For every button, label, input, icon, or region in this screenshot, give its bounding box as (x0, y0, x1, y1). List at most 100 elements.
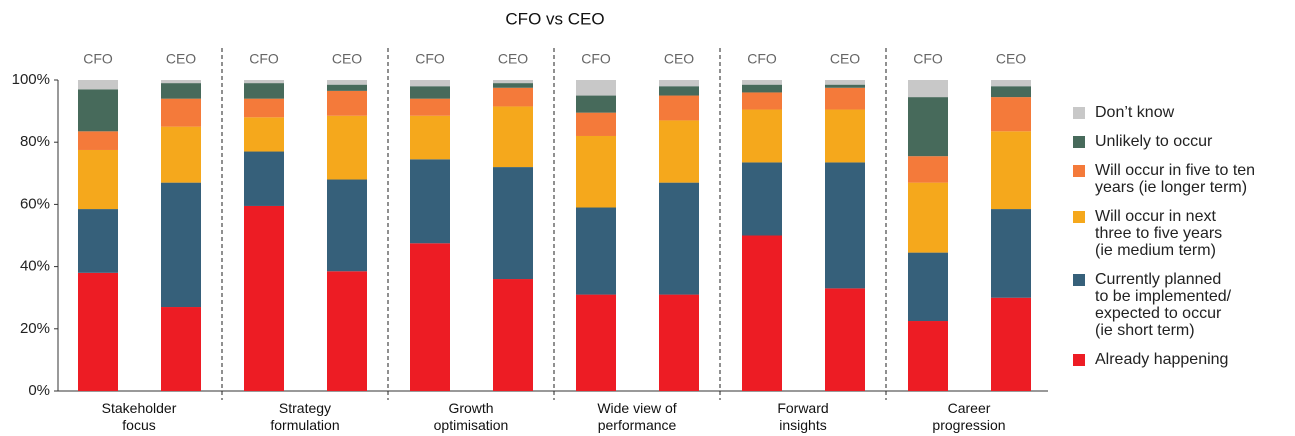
bar-label: CEO (332, 51, 362, 67)
legend-item: Don’t know (1073, 104, 1255, 121)
bar-segment (410, 159, 450, 244)
legend-label: Don’t know (1095, 104, 1175, 121)
bar-segment (908, 80, 948, 98)
bar-segment (659, 182, 699, 295)
legend-swatch (1073, 165, 1085, 177)
bar-segment (742, 84, 782, 93)
bar-segment (327, 115, 367, 180)
bar-label: CFO (249, 51, 279, 67)
bar-segment (991, 80, 1031, 87)
y-tick-label: 100% (12, 71, 50, 88)
bar-label: CEO (498, 51, 528, 67)
bar-segment (78, 209, 118, 273)
legend-label: Already happening (1095, 351, 1229, 368)
bar-segment (161, 98, 201, 127)
legend-label: Will occur in next three to five years (… (1095, 208, 1223, 259)
bar-segment (908, 252, 948, 322)
bar-segment (991, 131, 1031, 210)
bar-segment (825, 288, 865, 391)
group-label: Wide view of performance (597, 400, 677, 433)
bar-segment (576, 112, 616, 136)
bar-segment (659, 86, 699, 96)
y-tick-label: 60% (20, 195, 50, 212)
bar-segment (908, 97, 948, 157)
bar-segment (991, 86, 1031, 98)
legend-item: Already happening (1073, 351, 1255, 368)
bar-segment (659, 294, 699, 391)
bar-segment (78, 149, 118, 210)
bar-segment (742, 80, 782, 85)
bar-segment (78, 131, 118, 150)
bar-segment (78, 272, 118, 391)
bar-segment (659, 120, 699, 183)
bar-segment (244, 117, 284, 152)
bar-segment (410, 115, 450, 160)
bar-segment (576, 80, 616, 96)
bar-segment (327, 179, 367, 272)
bar-segment (244, 151, 284, 206)
y-tick-label: 20% (20, 320, 50, 337)
y-tick-label: 80% (20, 133, 50, 150)
bar-segment (659, 80, 699, 87)
bar-segment (493, 87, 533, 107)
bar-segment (908, 321, 948, 391)
chart-title: CFO vs CEO (505, 9, 604, 28)
bar-segment (78, 80, 118, 90)
bar-segment (244, 205, 284, 391)
bar-segment (659, 95, 699, 121)
bar-segment (576, 294, 616, 391)
bar-segment (825, 162, 865, 289)
y-tick-label: 40% (20, 258, 50, 275)
group-label: Career progression (932, 400, 1006, 433)
bar-segment (244, 98, 284, 118)
bar-segment (825, 87, 865, 110)
bar-segment (742, 235, 782, 391)
bar-segment (327, 90, 367, 116)
bar-segment (410, 98, 450, 116)
bar-segment (327, 80, 367, 85)
bar-segment (493, 167, 533, 280)
bar-segment (244, 83, 284, 99)
legend-label: Currently planned to be implemented/ exp… (1095, 271, 1232, 339)
group-label: Stakeholder focus (101, 400, 177, 433)
bar-segment (493, 106, 533, 168)
y-tick-label: 0% (28, 382, 50, 399)
bar-segment (825, 84, 865, 88)
bar-label: CEO (996, 51, 1026, 67)
bar-segment (493, 83, 533, 88)
bar-segment (161, 126, 201, 183)
bar-segment (742, 162, 782, 236)
legend-swatch (1073, 136, 1085, 148)
bar-segment (825, 109, 865, 163)
bar-segment (161, 80, 201, 84)
legend-item: Will occur in next three to five years (… (1073, 208, 1255, 259)
legend-swatch (1073, 354, 1085, 366)
legend: Don’t know Unlikely to occur Will occur in… (1073, 104, 1255, 368)
legend-swatch (1073, 107, 1085, 119)
bar-segment (410, 86, 450, 99)
legend-label: Unlikely to occur (1095, 133, 1213, 150)
bar-label: CFO (83, 51, 113, 67)
bar-segment (78, 89, 118, 132)
bar-label: CFO (747, 51, 777, 67)
legend-item: Currently planned to be implemented/ exp… (1073, 271, 1255, 339)
bar-segment (244, 80, 284, 84)
bar-label: CEO (166, 51, 196, 67)
bar-segment (161, 83, 201, 99)
legend-item: Unlikely to occur (1073, 133, 1255, 150)
bar-segment (991, 209, 1031, 298)
bar-segment (742, 109, 782, 163)
bar-segment (991, 97, 1031, 132)
bar-segment (908, 182, 948, 253)
bar-segment (327, 84, 367, 91)
bar-label: CFO (415, 51, 445, 67)
bar-segment (161, 182, 201, 308)
bar-label: CFO (581, 51, 611, 67)
bar-segment (327, 271, 367, 391)
legend-label: Will occur in five to ten years (ie long… (1095, 162, 1256, 196)
bar-segment (908, 156, 948, 183)
bar-segment (576, 135, 616, 208)
group-label: Growth optimisation (433, 400, 509, 433)
